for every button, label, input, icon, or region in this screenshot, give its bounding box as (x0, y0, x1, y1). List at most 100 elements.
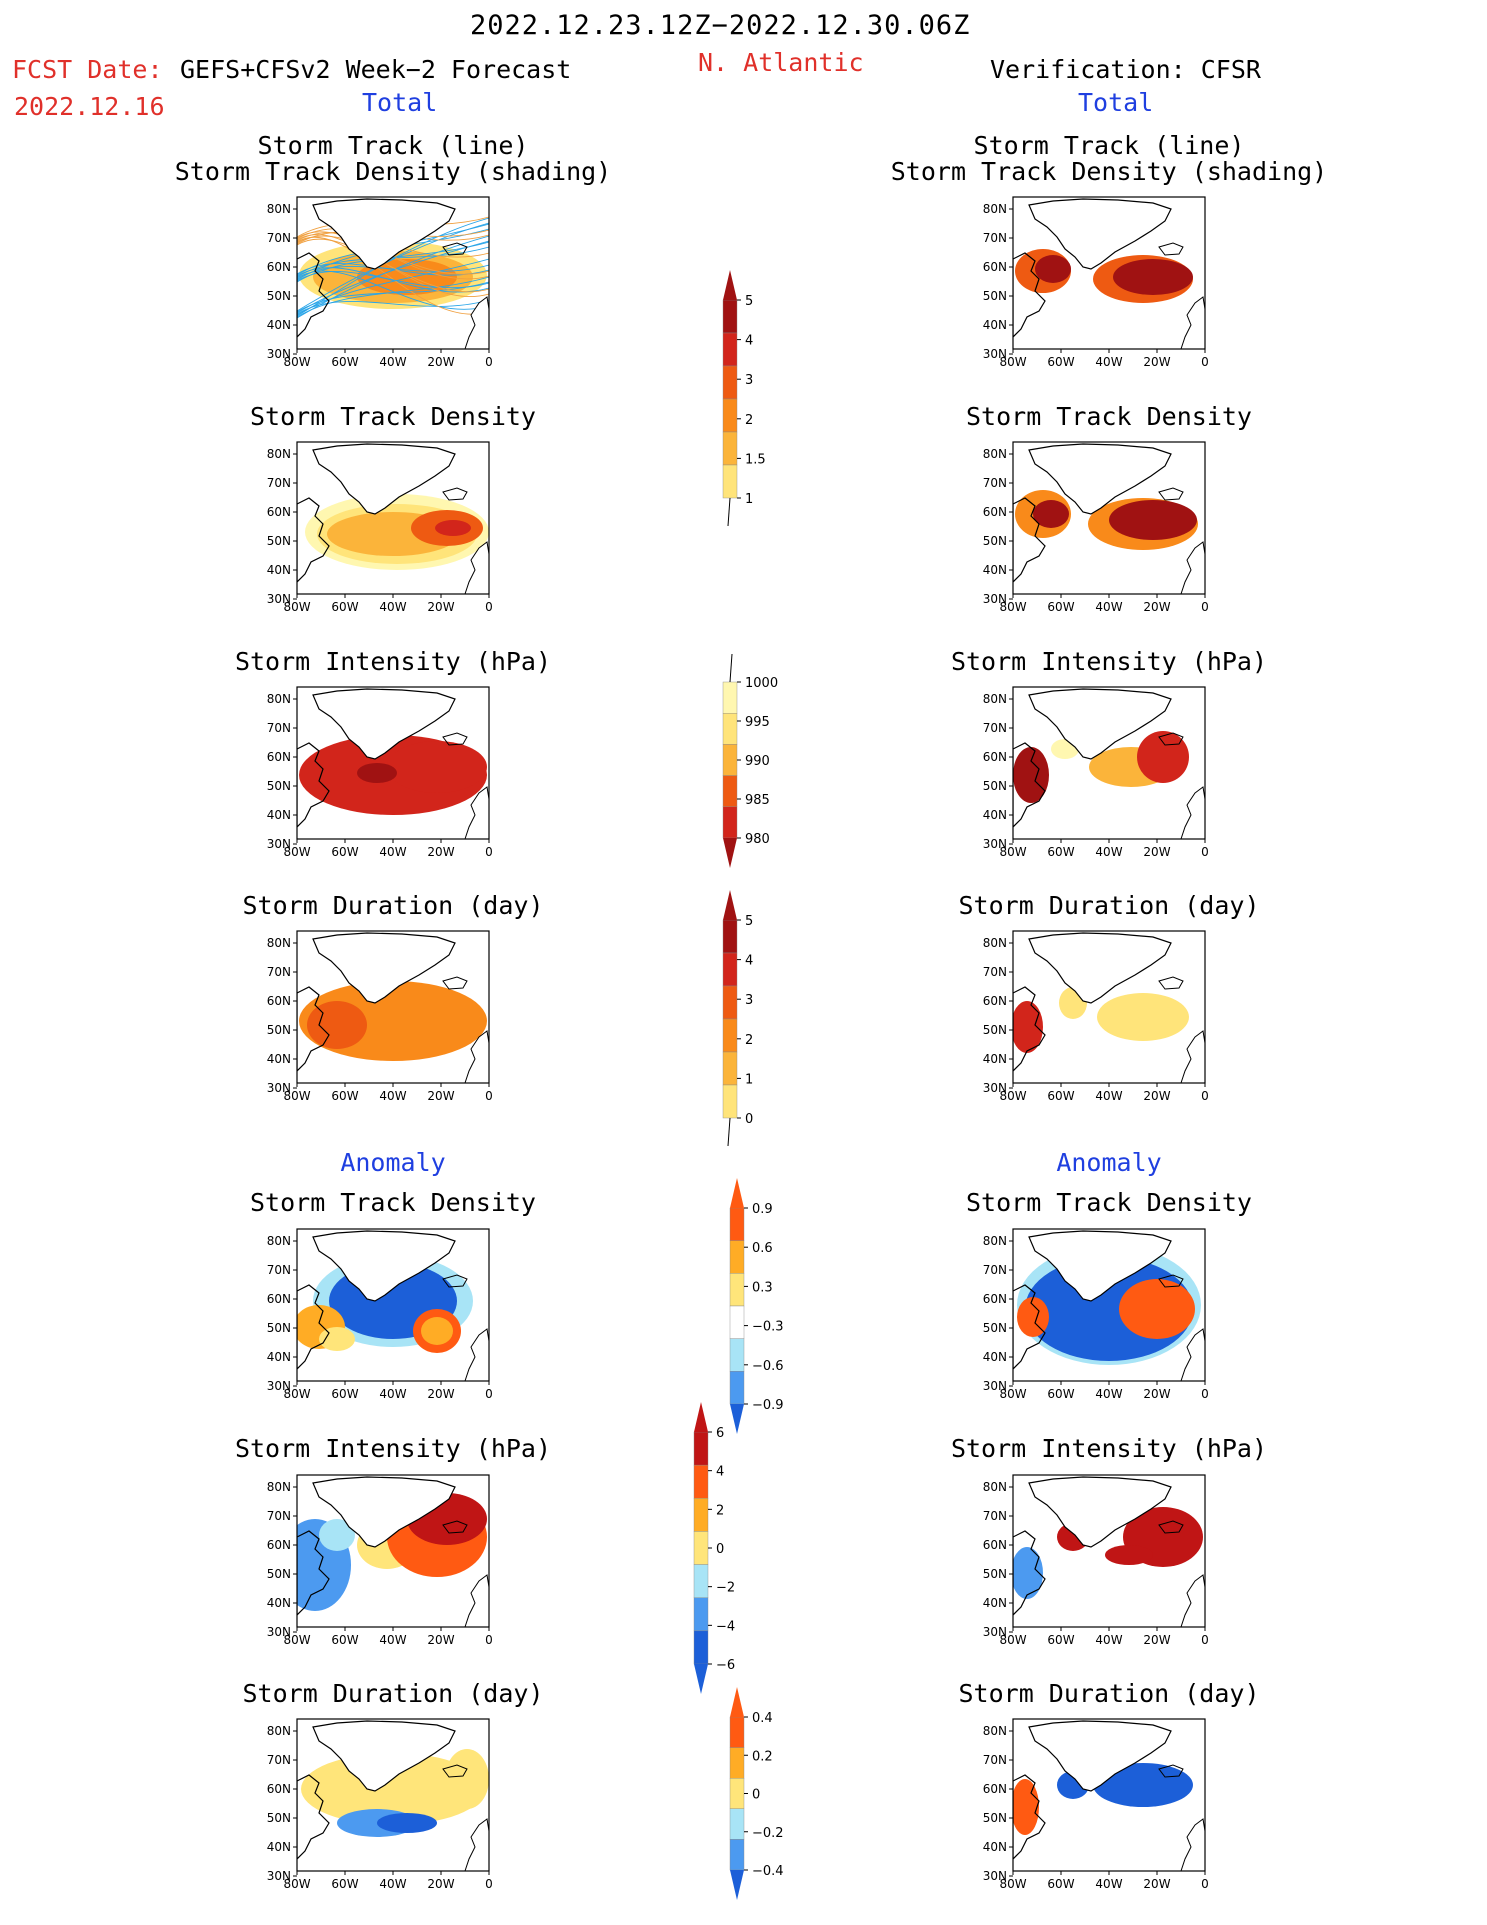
lon-tick-label: 20W (1143, 355, 1170, 369)
lat-tick-label: 60N (267, 994, 291, 1008)
lon-tick-label: 40W (379, 600, 406, 614)
canada-coast (297, 252, 330, 338)
lat-tick-label: 80N (267, 692, 291, 706)
colorbar-label: 1 (745, 1072, 753, 1087)
panel-title: Storm Track Density (966, 402, 1252, 431)
colorbar-segment (722, 744, 738, 776)
lon-tick-label: 60W (331, 1633, 358, 1647)
lat-tick-label: 30N (983, 1869, 1007, 1883)
colorbar-label: 990 (745, 754, 770, 769)
field-shading (1013, 1779, 1039, 1835)
colorbar-segment (722, 985, 738, 1020)
lat-tick-label: 40N (983, 318, 1007, 332)
field-shading (1013, 747, 1049, 803)
canada-coast (297, 742, 330, 828)
lon-tick-label: 40W (1095, 1089, 1122, 1103)
lon-tick-label: 80W (999, 600, 1026, 614)
lat-tick-label: 80N (267, 447, 291, 461)
iceland-coast (442, 1764, 468, 1778)
colorbar-segment (722, 681, 738, 714)
storm-track-line (297, 235, 489, 319)
lat-tick-label: 80N (983, 1234, 1007, 1248)
lon-tick-label: 0 (1201, 600, 1209, 614)
lat-tick-label: 50N (267, 1567, 291, 1581)
lon-tick-label: 20W (427, 845, 454, 859)
colorbar-label: 1000 (745, 676, 778, 691)
lon-tick-label: 80W (999, 1387, 1026, 1401)
canada-coast (297, 497, 330, 583)
lon-tick-label: 80W (283, 355, 310, 369)
iceland-coast (1158, 732, 1184, 746)
fcst-date: 2022.12.16 (14, 92, 165, 121)
storm-track-line (297, 264, 489, 280)
lat-tick-label: 50N (267, 1321, 291, 1335)
storm-track-line (297, 258, 489, 316)
right-total-heading: Total (1078, 88, 1154, 117)
lon-tick-label: 0 (485, 1877, 493, 1891)
intensity-total-colorbar: 1000 995 990 985 980 (722, 653, 778, 868)
lat-tick-label: 40N (267, 1596, 291, 1610)
lat-tick-label: 70N (983, 476, 1007, 490)
colorbar-label: 0 (752, 1788, 760, 1803)
lat-tick-label: 30N (983, 1625, 1007, 1639)
lat-tick-label: 40N (983, 1350, 1007, 1364)
lat-tick-label: 80N (267, 1724, 291, 1738)
lat-tick-label: 40N (983, 808, 1007, 822)
region-label: N. Atlantic (698, 48, 864, 77)
lon-tick-label: 60W (331, 355, 358, 369)
colorbar-label: 980 (745, 832, 770, 847)
field-shading (1017, 1297, 1049, 1337)
lat-tick-label: 70N (267, 1753, 291, 1767)
colorbar-arrow (730, 1870, 744, 1900)
colorbar-label: 0 (716, 1542, 724, 1557)
colorbar-arrow (730, 1687, 744, 1717)
lat-tick-label: 50N (267, 534, 291, 548)
field-shading (1013, 1547, 1043, 1599)
field-shading (421, 1317, 453, 1345)
greenland-coast (312, 1230, 456, 1302)
colorbar-arrow (730, 1178, 744, 1208)
lat-tick-label: 30N (983, 837, 1007, 851)
lon-tick-label: 20W (427, 1089, 454, 1103)
field-shading (445, 1749, 489, 1809)
panel-title: Storm Duration (day) (242, 1679, 544, 1708)
field-shading (1097, 993, 1189, 1041)
lon-tick-label: 20W (427, 1633, 454, 1647)
colorbar-label: 5 (745, 294, 753, 309)
lon-tick-label: 80W (999, 1633, 1026, 1647)
lon-tick-label: 80W (999, 1877, 1026, 1891)
field-shading (387, 741, 487, 793)
colorbar-arrow (694, 1664, 708, 1694)
colorbar-segment (722, 806, 738, 839)
europe-africa-coast (1180, 1328, 1205, 1381)
europe-africa-coast (1180, 541, 1205, 594)
colorbar-segment (722, 431, 738, 466)
field-shading (319, 1327, 355, 1351)
iceland-coast (442, 1520, 468, 1534)
europe-africa-coast (1180, 1574, 1205, 1627)
canada-coast (297, 1530, 330, 1616)
lon-tick-label: 60W (331, 1877, 358, 1891)
field-shading (301, 1753, 485, 1825)
greenland-coast (312, 198, 456, 270)
colorbar-label: 995 (745, 715, 770, 730)
colorbar-label: 2 (716, 1503, 724, 1518)
europe-africa-coast (464, 1030, 489, 1083)
colorbar-segment (722, 952, 738, 987)
lon-tick-label: 0 (1201, 1877, 1209, 1891)
lat-tick-label: 50N (983, 1811, 1007, 1825)
colorbar-segment (729, 1808, 745, 1840)
lon-tick-label: 40W (379, 1877, 406, 1891)
lon-tick-label: 60W (331, 600, 358, 614)
colorbar-label: 6 (716, 1426, 724, 1441)
lat-tick-label: 80N (267, 1480, 291, 1494)
colorbar-label: 0.6 (752, 1241, 773, 1256)
colorbar-segment (729, 1371, 745, 1405)
lon-tick-label: 20W (1143, 1089, 1170, 1103)
lon-tick-label: 60W (1047, 1089, 1074, 1103)
colorbar-label: 0 (745, 1112, 753, 1127)
lat-tick-label: 80N (267, 202, 291, 216)
europe-africa-coast (464, 1328, 489, 1381)
lon-tick-label: 40W (379, 355, 406, 369)
